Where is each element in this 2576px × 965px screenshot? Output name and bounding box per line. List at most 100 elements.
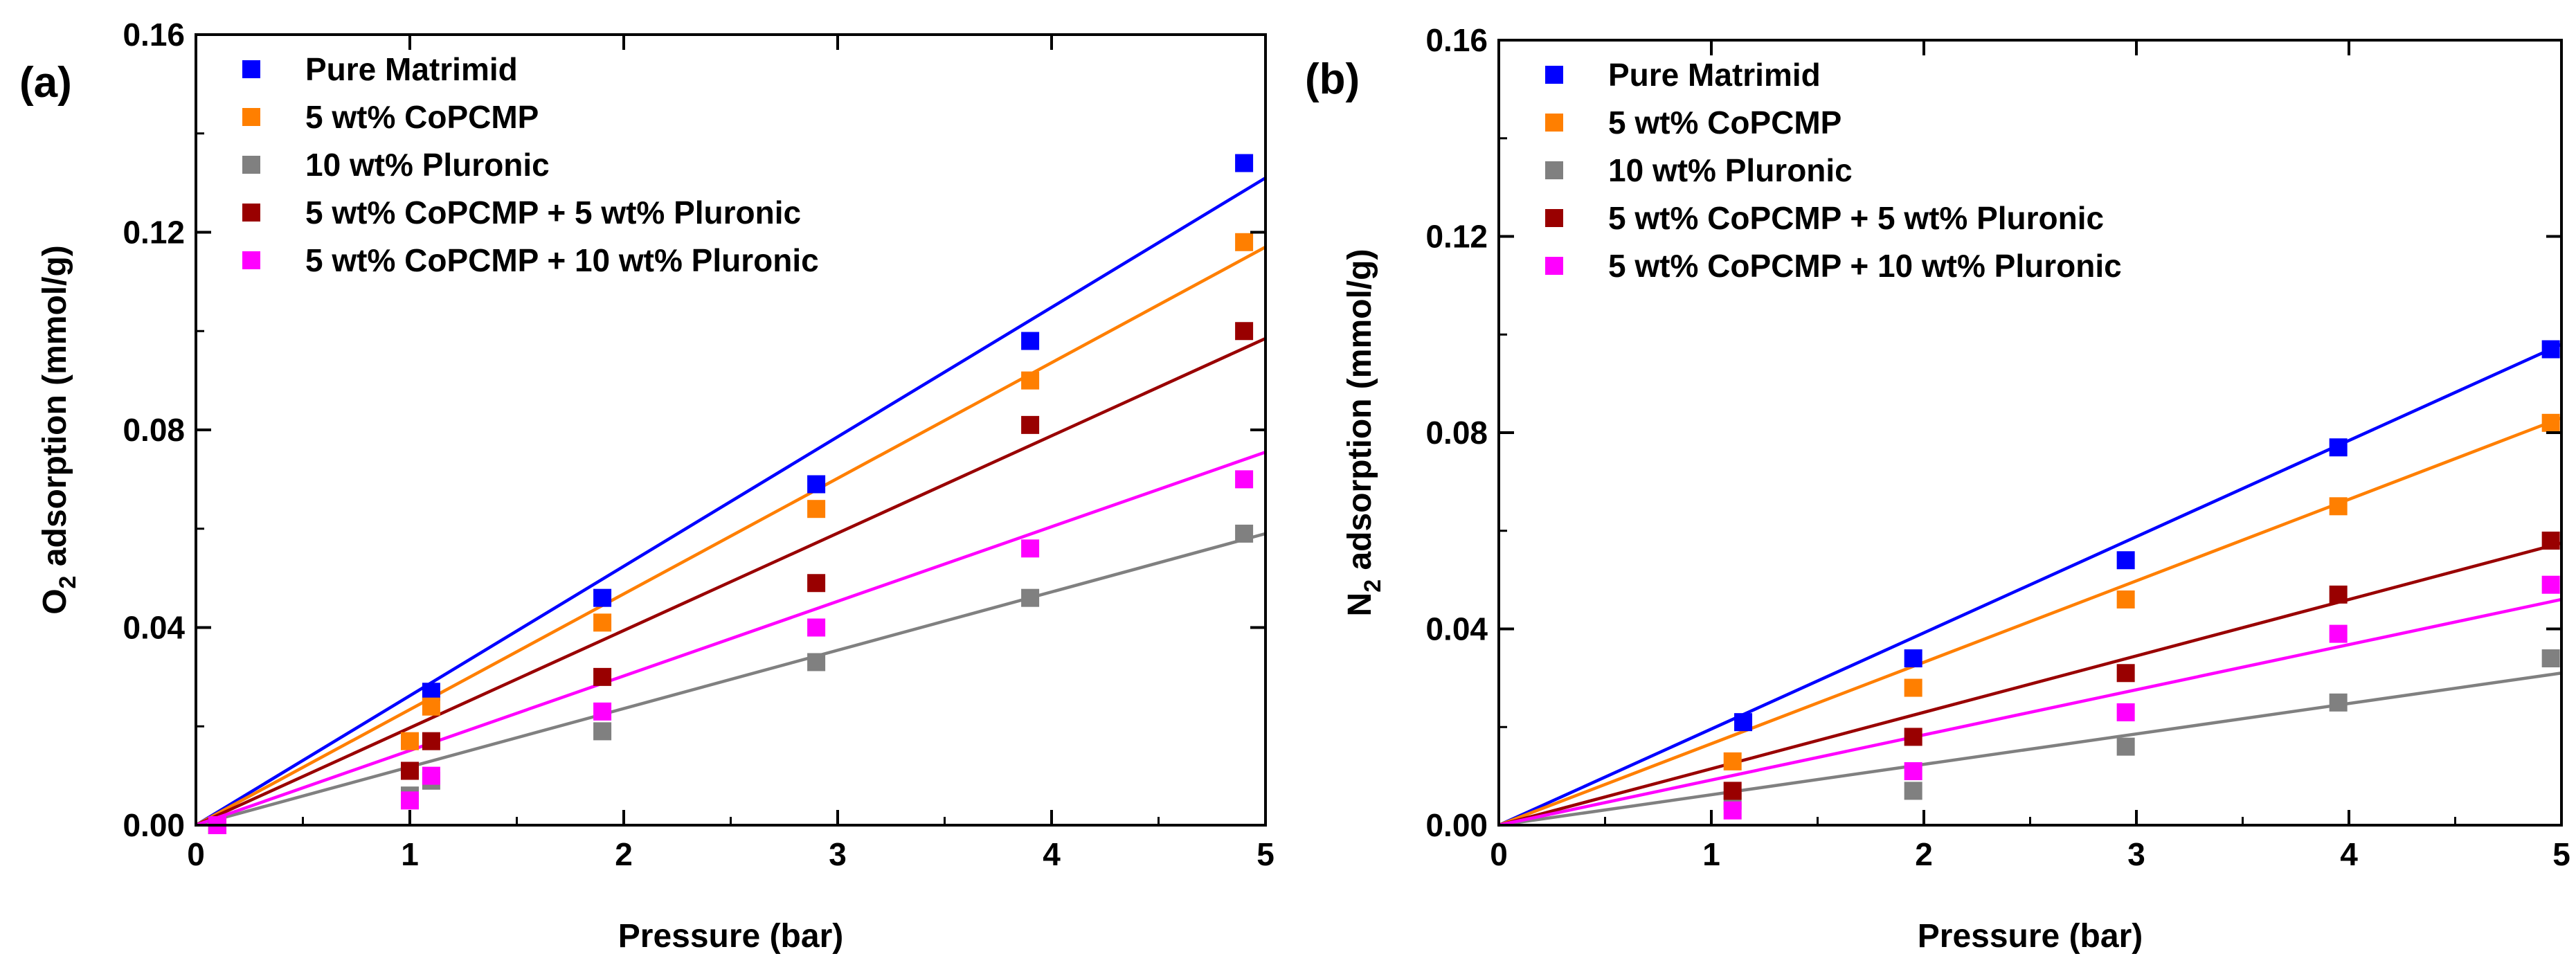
fit-line-3 [195, 336, 1266, 827]
series-4 [1723, 575, 2560, 820]
data-point [2329, 585, 2348, 604]
data-point [1734, 713, 1753, 732]
series-2 [1723, 649, 2560, 810]
x-tick-label: 1 [401, 836, 419, 872]
y-tick-label: 0.08 [1425, 415, 1488, 451]
fit-line-3 [1498, 541, 2562, 827]
y-tick-label: 0.04 [1425, 611, 1488, 647]
data-point [2329, 624, 2348, 643]
data-point [401, 761, 419, 780]
data-point [2329, 438, 2348, 457]
legend-marker [1545, 161, 1563, 179]
data-point [1235, 524, 1254, 543]
legend-label: 10 wt% Pluronic [305, 147, 550, 183]
data-point [807, 500, 826, 518]
series-1 [1723, 413, 2560, 770]
x-tick-label: 0 [187, 836, 205, 872]
legend: Pure Matrimid 5 wt% CoPCMP 10 wt% Pluronic… [1545, 57, 2122, 284]
legend-label: Pure Matrimid [1608, 57, 1821, 93]
data-point [807, 574, 826, 593]
data-point [1235, 154, 1254, 172]
data-point [807, 618, 826, 637]
legend-label: 10 wt% Pluronic [1608, 152, 1853, 188]
y-tick-label: 0.04 [123, 610, 185, 646]
y-tick-label: 0.16 [123, 17, 185, 53]
data-point [2329, 693, 2348, 712]
data-point [2116, 590, 2135, 608]
fit-line-0 [1498, 343, 2562, 827]
x-axis-title: Pressure (bar) [1918, 918, 2143, 955]
series-3 [1723, 531, 2560, 800]
legend-label: 5 wt% CoPCMP + 5 wt% Pluronic [1608, 200, 2104, 236]
x-axis-title: Pressure (bar) [618, 918, 843, 955]
legend: Pure Matrimid 5 wt% CoPCMP 10 wt% Pluronic… [242, 51, 819, 278]
x-tick-label: 5 [2552, 836, 2570, 872]
panel-label: (b) [1305, 55, 1360, 103]
legend-marker [242, 156, 260, 174]
y-axis-title-rest: adsorption (mmol/g) [1342, 249, 1378, 579]
fit-lines [195, 177, 1267, 827]
data-point [401, 791, 419, 810]
x-tick-label: 4 [2340, 836, 2358, 872]
fit-line-2 [195, 532, 1266, 827]
legend-marker [1545, 114, 1563, 132]
data-point [1904, 782, 1922, 800]
data-point [1904, 762, 1922, 781]
fit-line-4 [1498, 597, 2562, 827]
data-point [2541, 340, 2560, 359]
data-point [1235, 233, 1254, 251]
data-point [593, 667, 612, 686]
legend-marker [1545, 66, 1563, 84]
y-tick-label: 0.12 [123, 215, 185, 251]
data-point [2329, 497, 2348, 516]
x-tick-label: 4 [1043, 836, 1061, 872]
x-tick-label: 1 [1702, 836, 1720, 872]
y-axis-title-subscript: 2 [1360, 579, 1386, 593]
x-tick-label: 5 [1257, 836, 1275, 872]
legend-marker [242, 60, 260, 78]
y-tick-label: 0.08 [123, 412, 185, 448]
panel-b: (b) 0 1 2 3 4 5 0.00 0.04 0.08 0.12 0.16 Pressure (b… [1305, 22, 2570, 955]
fit-line-1 [1498, 416, 2562, 827]
data-point [1235, 322, 1254, 341]
data-point [593, 702, 612, 721]
x-tick-label: 3 [2127, 836, 2145, 872]
data-point [2116, 551, 2135, 570]
panel-label: (a) [19, 59, 72, 107]
legend-marker [1545, 257, 1563, 275]
y-axis-title-rest: adsorption (mmol/g) [37, 245, 73, 575]
data-point [2116, 703, 2135, 721]
data-point [1021, 588, 1040, 607]
y-tick-label: 0.00 [1425, 807, 1488, 843]
data-point [1021, 415, 1040, 434]
y-axis-title: N2 adsorption (mmol/g) [1342, 249, 1386, 617]
data-point [2116, 664, 2135, 683]
y-axis-title-main: O [37, 588, 73, 614]
data-point [1904, 728, 1922, 746]
data-point [422, 732, 440, 750]
data-point [2541, 531, 2560, 550]
data-point [401, 732, 419, 750]
legend-marker [242, 204, 260, 222]
data-point [1723, 752, 1742, 770]
series-0 [1734, 340, 2560, 732]
data-point [2116, 737, 2135, 756]
data-point [1723, 801, 1742, 820]
x-tick-label: 3 [829, 836, 847, 872]
data-point [2541, 649, 2560, 668]
fit-line-4 [195, 450, 1266, 827]
axes: 0 1 2 3 4 5 0.00 0.04 0.08 0.12 0.16 [1425, 22, 2570, 872]
y-axis-title-subscript: 2 [55, 576, 81, 589]
data-point [1904, 649, 1922, 668]
data-point [1904, 678, 1922, 697]
axes: 0 1 2 3 4 5 0.00 0.04 0.08 0.12 0.16 [123, 17, 1274, 872]
legend-marker [242, 108, 260, 126]
data-point [1021, 332, 1040, 350]
data-point [1021, 539, 1040, 558]
y-tick-label: 0.00 [123, 807, 185, 843]
panel-a: (a) 0 1 2 3 4 5 0.00 0.04 0.08 0.12 0.16 Pressure (b… [19, 17, 1275, 955]
x-tick-label: 2 [615, 836, 633, 872]
data-point [1723, 782, 1742, 800]
y-axis-title: O2 adsorption (mmol/g) [37, 245, 81, 615]
